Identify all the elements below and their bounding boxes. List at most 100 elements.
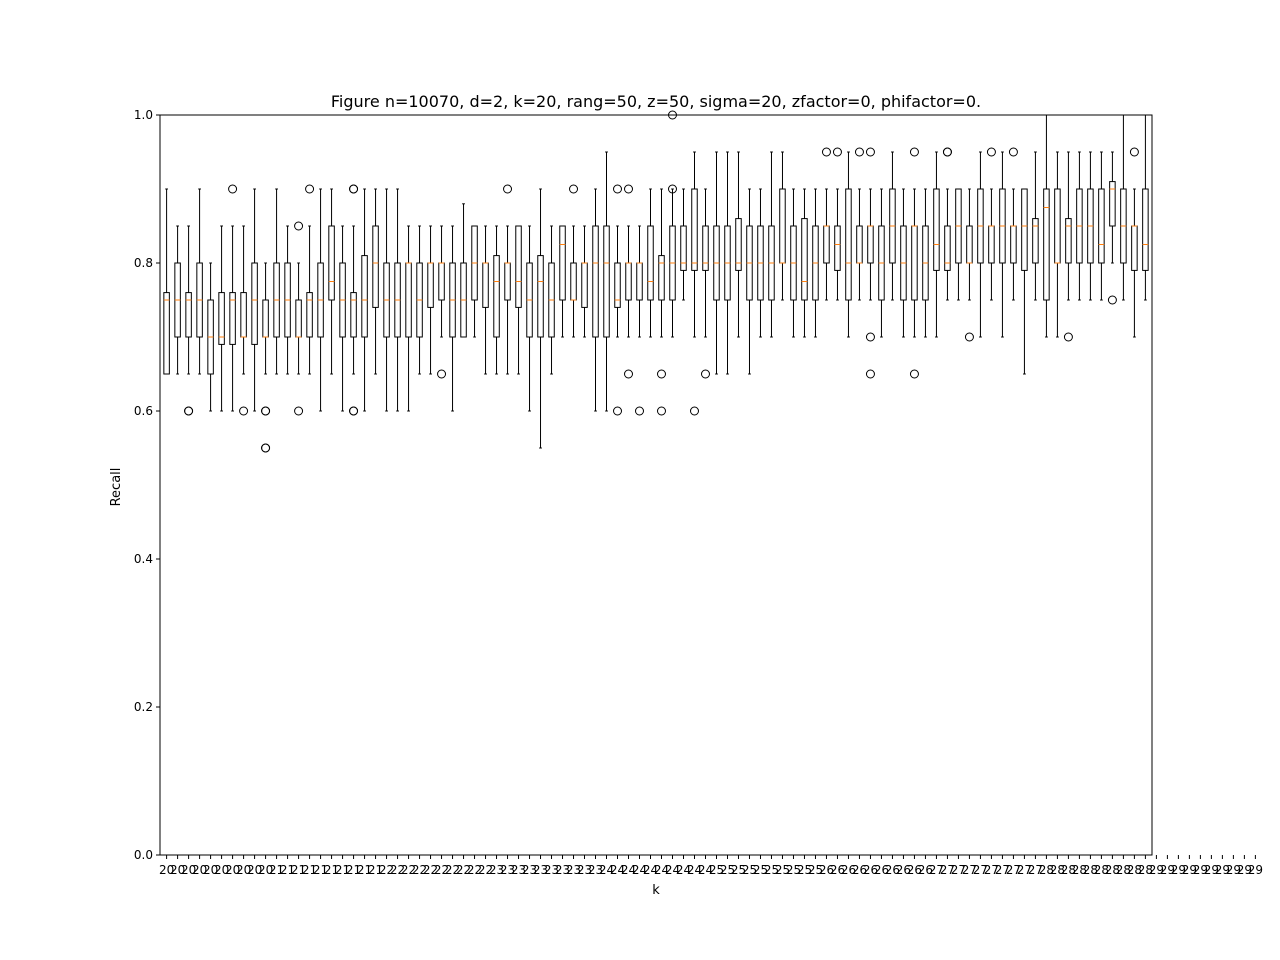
flier-point [349, 406, 359, 416]
x-tick-label: 29 [1182, 863, 1197, 877]
flier-point [294, 221, 304, 231]
flier-point [624, 369, 634, 379]
x-tick-label: 25 [808, 863, 823, 877]
box-84 [1087, 151, 1094, 301]
box-60 [821, 147, 831, 301]
x-tick-label: 21 [368, 863, 383, 877]
flier-point [964, 332, 974, 342]
box-body [647, 225, 654, 301]
x-tick-label: 29 [1248, 863, 1263, 877]
box-79 [1032, 151, 1039, 301]
box-9 [261, 262, 271, 453]
x-tick-label: 23 [566, 863, 581, 877]
x-tick-label: 25 [742, 863, 757, 877]
box-body [229, 292, 236, 345]
x-tick-label: 28 [1116, 863, 1131, 877]
box-body [537, 255, 544, 338]
x-tick-label: 29 [1204, 863, 1219, 877]
x-tick-label: 22 [434, 863, 449, 877]
box-6 [228, 184, 238, 412]
x-tick-label: 21 [346, 863, 361, 877]
flier-point [624, 184, 634, 194]
box-69 [922, 188, 929, 338]
flier-point [635, 406, 645, 416]
x-tick-label: 25 [753, 863, 768, 877]
box-80 [1043, 114, 1050, 338]
x-tick-label: 21 [280, 863, 295, 877]
x-tick-label: 23 [511, 863, 526, 877]
box-25 [437, 225, 447, 379]
x-tick-label: 29 [1193, 863, 1208, 877]
box-body [691, 188, 698, 271]
box-40 [603, 151, 610, 412]
box-83 [1076, 151, 1083, 301]
box-52 [735, 151, 742, 338]
box-85 [1098, 151, 1105, 301]
box-body [658, 255, 665, 301]
x-tick-label: 22 [478, 863, 493, 877]
box-36 [559, 225, 566, 338]
x-tick-label: 29 [1149, 863, 1164, 877]
flier-point [854, 147, 864, 157]
flier-point [1129, 147, 1139, 157]
y-tick-label: 1.0 [134, 108, 153, 122]
box-59 [812, 188, 819, 338]
box-34 [537, 188, 544, 449]
flier-point [261, 406, 271, 416]
x-tick-label: 28 [1138, 863, 1153, 877]
x-tick-label: 24 [687, 863, 702, 877]
box-45 [656, 188, 666, 416]
box-33 [526, 225, 533, 412]
x-tick-label: 27 [940, 863, 955, 877]
flier-point [239, 406, 249, 416]
chart-title: Figure n=10070, d=2, k=20, rang=50, z=50… [331, 92, 981, 111]
box-74 [977, 151, 984, 338]
x-tick-label: 27 [1028, 863, 1043, 877]
x-tick-label: 23 [588, 863, 603, 877]
x-tick-label: 24 [676, 863, 691, 877]
x-tick-label: 21 [302, 863, 317, 877]
box-1 [174, 225, 181, 375]
x-tick-label: 20 [192, 863, 207, 877]
x-tick-label: 28 [1105, 863, 1120, 877]
box-body [1032, 218, 1039, 264]
box-67 [900, 188, 907, 338]
box-57 [790, 188, 797, 338]
flier-point [986, 147, 996, 157]
flier-point [1063, 332, 1073, 342]
x-tick-label: 29 [1215, 863, 1230, 877]
flier-point [700, 369, 710, 379]
x-tick-label: 23 [500, 863, 515, 877]
box-24 [427, 225, 434, 375]
x-tick-label: 26 [874, 863, 889, 877]
box-body [845, 188, 852, 301]
x-tick-label: 21 [291, 863, 306, 877]
box-body [801, 218, 808, 301]
box-body [218, 292, 225, 345]
x-tick-label: 28 [1127, 863, 1142, 877]
y-tick-label: 0.4 [134, 552, 153, 566]
x-tick-label: 28 [1094, 863, 1109, 877]
x-tick-label: 26 [907, 863, 922, 877]
flier-point [667, 184, 677, 194]
box-15 [328, 188, 335, 375]
x-tick-label: 28 [1083, 863, 1098, 877]
x-tick-label: 26 [830, 863, 845, 877]
flier-point [909, 369, 919, 379]
x-tick-label: 23 [522, 863, 537, 877]
x-tick-label: 29 [1160, 863, 1175, 877]
x-tick-label: 24 [643, 863, 658, 877]
x-tick-label: 22 [412, 863, 427, 877]
box-32 [515, 225, 522, 375]
flier-point [865, 147, 875, 157]
flier-point [865, 369, 875, 379]
box-13 [305, 184, 315, 375]
box-35 [548, 225, 555, 375]
box-body [350, 292, 357, 338]
box-72 [955, 188, 962, 301]
box-body [933, 188, 940, 271]
x-tick-label: 27 [995, 863, 1010, 877]
plot-area [163, 110, 1149, 453]
x-tick-label: 22 [467, 863, 482, 877]
